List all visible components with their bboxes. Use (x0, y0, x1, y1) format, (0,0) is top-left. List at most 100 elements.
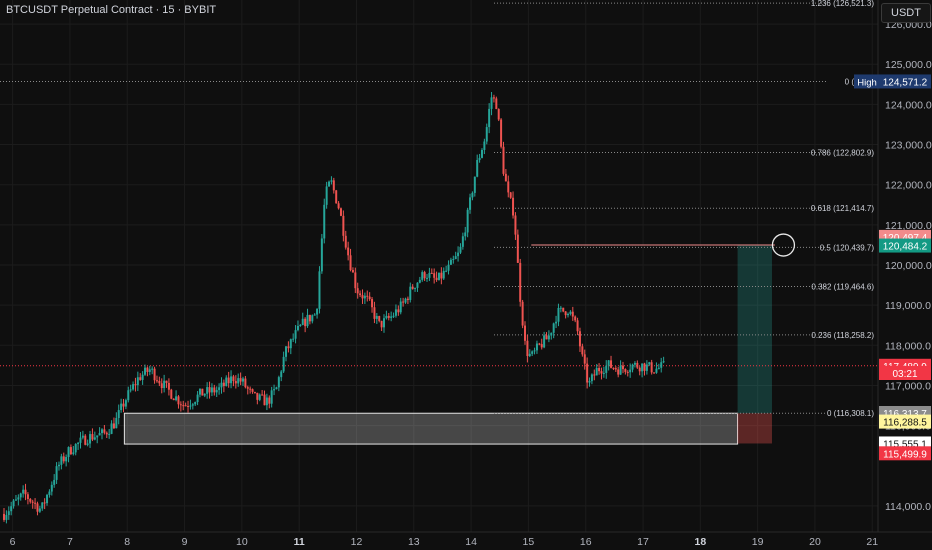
candle-body (110, 423, 113, 434)
candle-body (155, 380, 158, 382)
candle-body (645, 364, 648, 371)
candle-body (488, 108, 491, 128)
candle-body (184, 405, 187, 407)
price-label-box (879, 366, 931, 381)
x-tick-label: 13 (408, 536, 420, 548)
y-tick-label: 117,000.0 (885, 380, 931, 392)
candle-body (406, 298, 409, 300)
candle-body (480, 149, 483, 158)
candle-body (280, 371, 283, 378)
candle-body (72, 452, 75, 455)
candle-body (19, 493, 22, 498)
fib-level-label: 0.618 (121,414.7) (811, 204, 874, 213)
y-tick-label: 118,000.0 (885, 340, 931, 352)
candle-body (230, 376, 233, 384)
candle-body (643, 363, 646, 371)
candle-body (569, 311, 572, 314)
candle-body (528, 353, 531, 357)
candle-body (416, 282, 419, 288)
candle-body (172, 398, 175, 401)
candle-body (167, 382, 170, 390)
candle-body (466, 209, 469, 233)
candle-body (69, 447, 72, 455)
fib-level-label: 0.786 (122,802.9) (811, 148, 874, 157)
candle-body (65, 457, 68, 462)
candle-body (344, 235, 347, 248)
candle-body (421, 272, 424, 280)
candle-body (12, 500, 15, 507)
y-tick-label: 120,000.0 (885, 260, 932, 272)
candle-body (246, 387, 249, 389)
candle-body (304, 318, 307, 327)
candle-body (662, 361, 665, 363)
candle-body (215, 390, 218, 393)
candle-body (349, 255, 352, 271)
price-label-text: 120,484.2 (883, 242, 928, 253)
candle-body (129, 389, 132, 391)
candle-body (17, 497, 20, 500)
candle-body (191, 404, 194, 406)
candle-body (414, 287, 417, 289)
candle-body (648, 362, 651, 365)
position-profit-zone (737, 245, 772, 414)
candle-body (485, 127, 488, 142)
candle-body (55, 466, 58, 480)
candle-body (394, 309, 397, 316)
candle-body (411, 286, 414, 289)
candle-body (502, 146, 505, 174)
candle-body (330, 180, 333, 182)
candle-body (588, 381, 591, 383)
candle-body (148, 369, 151, 372)
candle-body (543, 335, 546, 348)
candle-body (452, 258, 455, 260)
candle-body (3, 513, 6, 520)
candle-body (602, 372, 605, 374)
candle-body (86, 443, 89, 445)
candle-body (657, 367, 660, 369)
candle-body (385, 315, 388, 319)
candle-body (576, 320, 579, 332)
candle-body (84, 435, 87, 445)
candle-body (160, 383, 163, 389)
candle-body (464, 232, 467, 237)
x-tick-label: 9 (182, 536, 188, 548)
candle-body (564, 311, 567, 316)
candle-body (261, 394, 264, 396)
candle-body (93, 437, 96, 440)
candle-body (289, 339, 292, 349)
candle-body (449, 259, 452, 265)
candle-body (208, 387, 211, 393)
candle-body (361, 295, 364, 299)
price-label-text: 115,555.1 (883, 439, 927, 450)
candle-body (578, 331, 581, 347)
candle-body (593, 374, 596, 376)
candle-body (399, 301, 402, 313)
currency-selector[interactable]: USDT (881, 3, 931, 23)
candle-body (538, 343, 541, 345)
candle-body (213, 387, 216, 393)
candle-body (574, 316, 577, 321)
candle-body (595, 367, 598, 376)
candle-body (50, 484, 53, 492)
candle-body (31, 501, 34, 503)
candle-body (323, 204, 326, 239)
candle-body (512, 197, 515, 216)
candle-body (445, 270, 448, 272)
candle-body (232, 376, 235, 382)
candle-body (473, 176, 476, 193)
candle-body (196, 394, 199, 403)
candle-body (555, 321, 558, 324)
candle-body (22, 489, 25, 494)
candle-body (218, 387, 221, 391)
candle-body (165, 380, 168, 383)
candle-body (62, 456, 65, 462)
candle-body (631, 364, 634, 370)
time-axis (0, 532, 932, 550)
price-label-box (879, 414, 931, 429)
candle-body (526, 340, 529, 357)
candle-body (153, 368, 156, 381)
candle-body (241, 378, 244, 382)
candle-body (325, 186, 328, 205)
candle-body (337, 203, 340, 209)
